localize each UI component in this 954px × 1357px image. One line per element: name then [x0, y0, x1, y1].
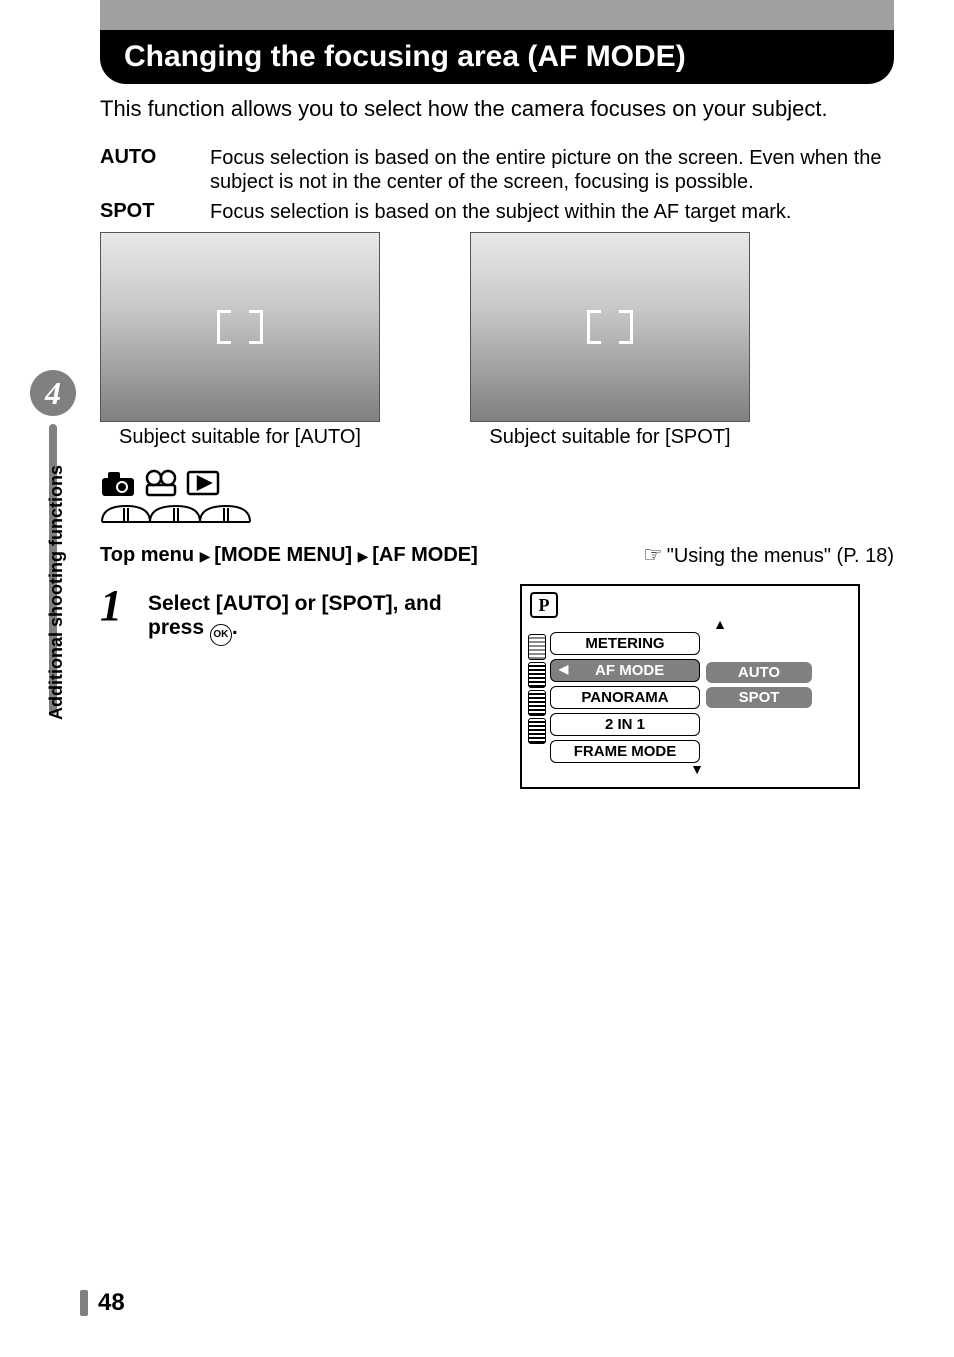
arrow-up-icon: ▲ — [588, 616, 852, 632]
definition-term: AUTO — [100, 146, 210, 194]
header-accent-bar — [100, 0, 894, 30]
chapter-number-badge: 4 — [30, 370, 76, 416]
mode-dial-icon — [100, 500, 260, 528]
definition-row-auto: AUTO Focus selection is based on the ent… — [100, 146, 894, 194]
mode-icons-block — [100, 468, 260, 533]
step-text-after: . — [232, 616, 238, 639]
menu-tab — [528, 718, 546, 744]
breadcrumb: Top menu ▶ [MODE MENU] ▶ [AF MODE] "Usin… — [100, 542, 894, 568]
example-spot: Subject suitable for [SPOT] — [470, 232, 750, 449]
camera-icon — [100, 468, 136, 498]
caption-spot: Subject suitable for [SPOT] — [470, 426, 750, 449]
reference-hand-icon — [643, 545, 667, 567]
breadcrumb-top: Top menu — [100, 544, 194, 566]
definition-row-spot: SPOT Focus selection is based on the sub… — [100, 200, 894, 224]
page-footer: 48 — [80, 1289, 125, 1317]
menu-tab — [528, 662, 546, 688]
breadcrumb-mode-menu: [MODE MENU] — [214, 544, 352, 566]
menu-item-2in1: 2 IN 1 — [550, 713, 700, 736]
page-number: 48 — [98, 1289, 125, 1317]
example-image-auto — [100, 232, 380, 422]
menu-option-auto: AUTO — [706, 662, 812, 683]
step-number: 1 — [100, 584, 122, 646]
chapter-label: Additional shooting functions — [46, 465, 67, 720]
chevron-right-icon: ▶ — [200, 548, 215, 564]
caption-auto: Subject suitable for [AUTO] — [100, 426, 380, 449]
menu-item-metering: METERING — [550, 632, 700, 655]
page-title: Changing the focusing area (AF MODE) — [100, 30, 894, 84]
step-text-before: Select [AUTO] or [SPOT], and press — [148, 592, 442, 639]
menu-option-spot: SPOT — [706, 687, 812, 708]
arrow-down-icon: ▼ — [542, 761, 852, 777]
reference-text: "Using the menus" (P. 18) — [667, 545, 894, 567]
step-text: Select [AUTO] or [SPOT], and press OK. — [148, 592, 478, 646]
playback-icon — [186, 470, 220, 496]
definition-desc: Focus selection is based on the entire p… — [210, 146, 894, 194]
menu-left-list: METERING ◀ AF MODE PANORAMA 2 IN 1 FRAME… — [550, 632, 700, 763]
menu-item-af-mode: ◀ AF MODE — [550, 659, 700, 682]
af-bracket-icon — [587, 310, 633, 344]
menu-mode-letter: P — [530, 592, 558, 618]
chevron-right-icon: ▶ — [358, 548, 373, 564]
definition-list: AUTO Focus selection is based on the ent… — [100, 140, 894, 224]
breadcrumb-af-mode: [AF MODE] — [372, 544, 478, 566]
menu-item-label: AF MODE — [595, 662, 664, 679]
menu-tab — [528, 634, 546, 660]
definition-desc: Focus selection is based on the subject … — [210, 200, 894, 224]
menu-item-panorama: PANORAMA — [550, 686, 700, 709]
menu-item-frame-mode: FRAME MODE — [550, 740, 700, 763]
menu-right-list: AUTO SPOT — [706, 662, 812, 763]
example-image-spot — [470, 232, 750, 422]
chevron-left-icon: ◀ — [559, 662, 568, 676]
example-auto: Subject suitable for [AUTO] — [100, 232, 380, 449]
movie-icon — [144, 468, 178, 498]
definition-term: SPOT — [100, 200, 210, 224]
menu-tab-strip — [528, 634, 546, 763]
camera-menu-screenshot: P ▲ METERING ◀ AF MODE PANORAMA 2 IN 1 — [520, 584, 860, 789]
ok-button-icon: OK — [210, 624, 232, 646]
intro-text: This function allows you to select how t… — [100, 96, 894, 122]
example-images-row: Subject suitable for [AUTO] Subject suit… — [100, 232, 894, 449]
menu-tab — [528, 690, 546, 716]
page: Changing the focusing area (AF MODE) Thi… — [0, 0, 954, 1357]
af-bracket-icon — [217, 310, 263, 344]
footer-accent-bar — [80, 1290, 88, 1316]
